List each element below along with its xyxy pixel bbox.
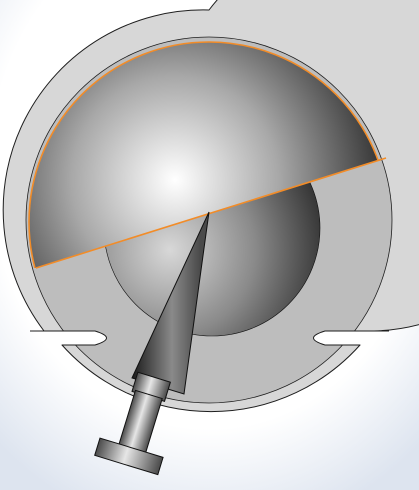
cap-section-edge (35, 157, 387, 269)
right-slot (313, 330, 389, 346)
left-slot (30, 330, 107, 346)
stem-base (94, 437, 164, 476)
stem-assembly[interactable] (94, 367, 185, 476)
